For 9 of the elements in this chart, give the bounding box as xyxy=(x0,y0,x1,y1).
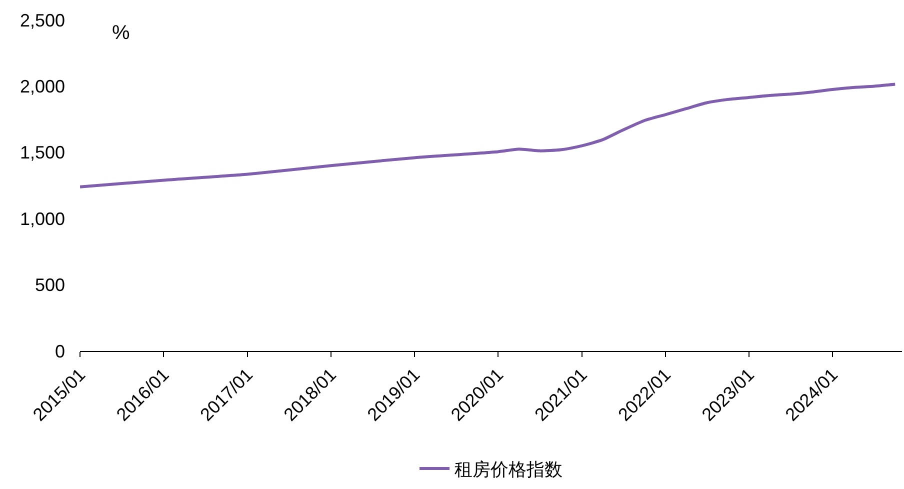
y-axis-title: % xyxy=(112,22,130,44)
line-series xyxy=(80,82,897,188)
y-tick-label: 1,000 xyxy=(20,208,65,229)
y-tick-label: 2,500 xyxy=(20,10,65,30)
y-tick-label: 0 xyxy=(54,341,65,362)
y-tick-label: 500 xyxy=(34,275,65,296)
y-tick-label: 2,000 xyxy=(20,76,65,96)
y-tick-label: 1,500 xyxy=(20,142,65,163)
legend-label: 租房价格指数 xyxy=(454,460,562,480)
